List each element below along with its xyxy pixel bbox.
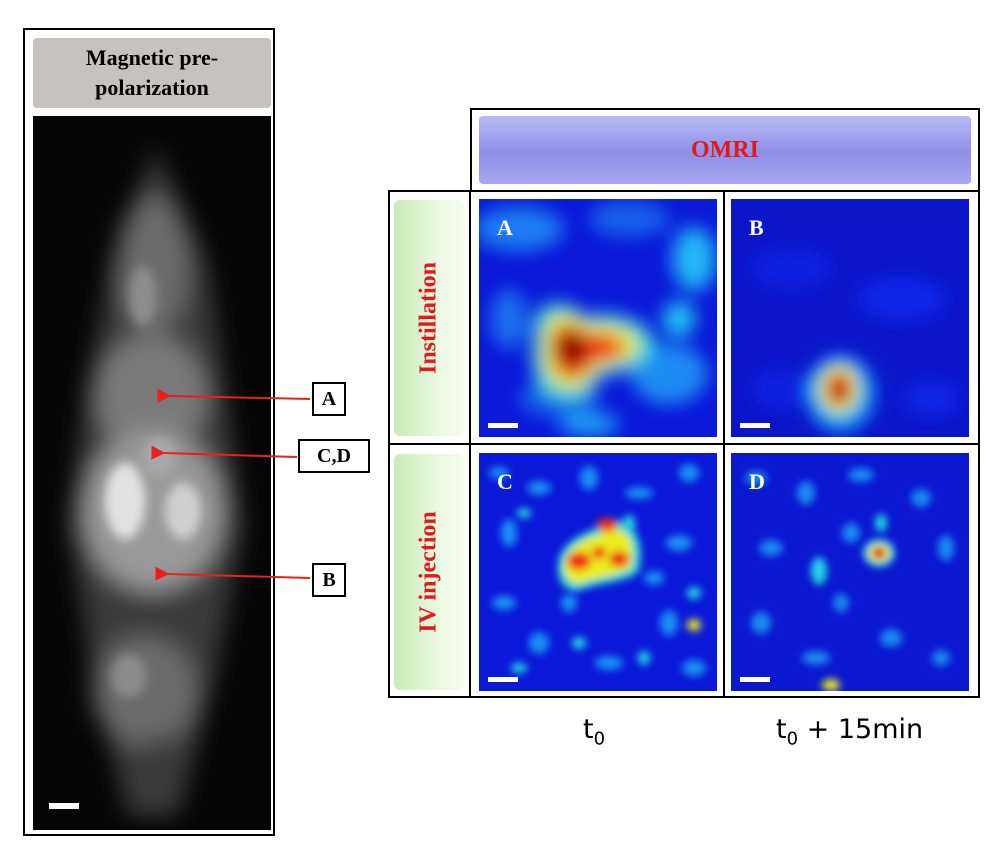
grid-divider — [388, 443, 980, 445]
panel-label-d: D — [749, 469, 765, 494]
heatmap-panel-b: B — [731, 199, 969, 437]
prepolarization-panel: Magnetic pre-polarization — [23, 28, 275, 836]
row-label-text: IV injection — [415, 511, 442, 633]
omri-header: OMRI — [479, 116, 971, 184]
row-label-instillation: Instillation — [394, 200, 464, 436]
scale-bar — [49, 803, 79, 809]
heatmap-panel-d: D — [731, 453, 969, 691]
heatmap-panel-a: A — [479, 199, 717, 437]
column-label-t0-15min: t0 + 15min — [776, 714, 924, 750]
heatmap-panel-c: C — [479, 453, 717, 691]
row-label-text: Instillation — [415, 261, 442, 375]
panel-label-b: B — [749, 215, 764, 240]
scale-bar — [488, 423, 518, 428]
marker-cd-box: C,D — [298, 439, 370, 473]
scale-bar — [488, 677, 518, 682]
panel-label-c: C — [497, 469, 513, 494]
prepolarization-title: Magnetic pre-polarization — [33, 38, 271, 108]
omri-header-frame: OMRI — [470, 108, 980, 192]
marker-a-box: A — [312, 382, 346, 416]
column-label-t0: t0 — [583, 714, 606, 750]
row-label-iv-injection: IV injection — [394, 454, 464, 690]
marker-b-box: B — [312, 563, 346, 597]
scale-bar — [740, 677, 770, 682]
scale-bar — [740, 423, 770, 428]
prepolarization-image — [33, 116, 271, 830]
panel-label-a: A — [497, 215, 513, 240]
